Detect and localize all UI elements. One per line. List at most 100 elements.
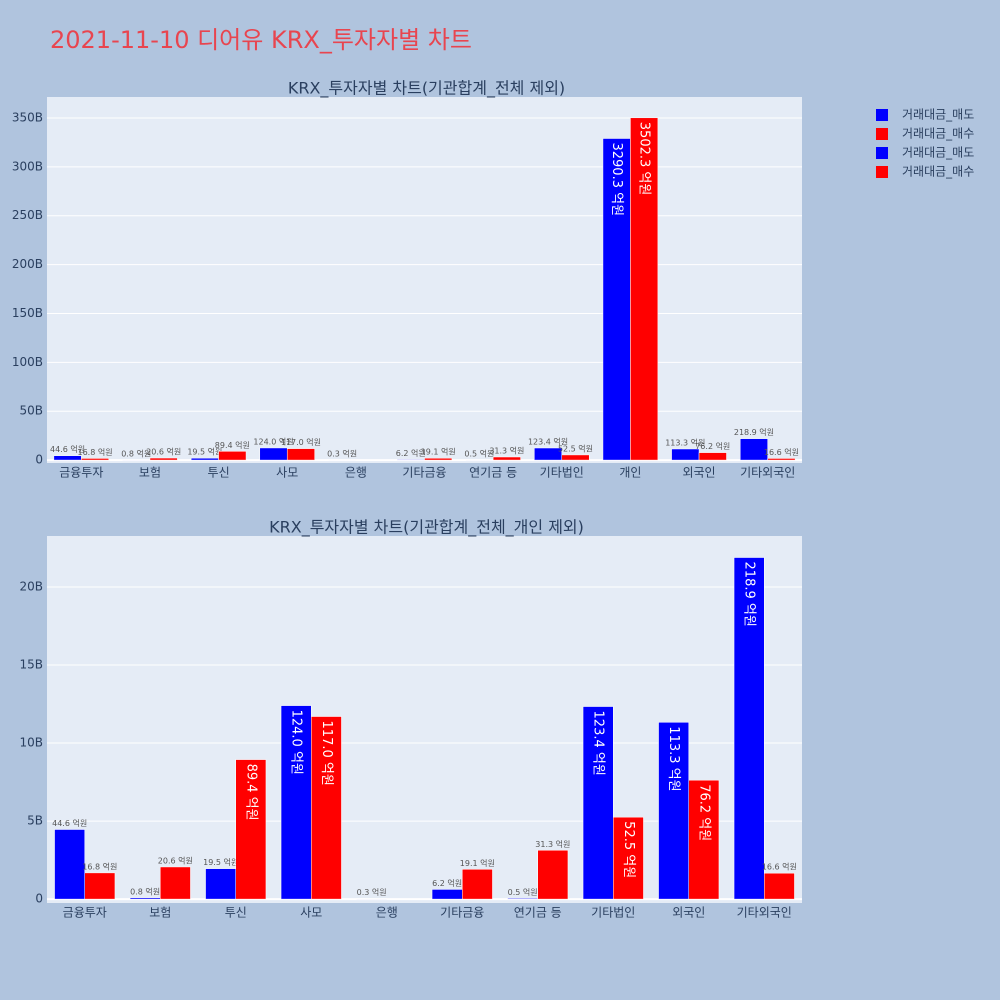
y-tick-label: 300B <box>12 159 43 173</box>
x-tick-label: 사모 <box>300 906 322 920</box>
bar <box>396 459 425 461</box>
plot-area <box>47 97 802 463</box>
x-tick-label: 외국인 <box>682 466 715 480</box>
x-tick-label: 기타법인 <box>591 906 635 920</box>
bar <box>688 779 720 900</box>
bar <box>733 557 765 900</box>
legend-marker <box>876 109 888 121</box>
data-label: 0.3 억원 <box>327 449 357 459</box>
x-tick-label: 개인 <box>619 466 641 480</box>
y-tick-label: 150B <box>12 306 43 320</box>
y-tick-label: 15B <box>19 658 43 672</box>
bar <box>764 872 795 900</box>
bar <box>739 438 768 461</box>
bar <box>129 897 161 900</box>
legend-marker <box>876 147 888 159</box>
bar <box>280 705 312 900</box>
bar <box>424 457 453 461</box>
data-label: 123.4 억원 <box>591 711 606 776</box>
bar <box>54 829 85 900</box>
data-label: 20.6 억원 <box>146 447 181 457</box>
x-tick-label: 기타금융 <box>440 906 484 920</box>
legend-label: 거래대금_매도 <box>902 146 974 160</box>
data-label: 19.5 억원 <box>187 447 222 457</box>
data-label: 117.0 억원 <box>319 721 334 786</box>
data-label: 3502.3 억원 <box>637 122 652 196</box>
x-tick-label: 금융투자 <box>63 906 107 920</box>
bar <box>205 868 237 900</box>
bar <box>149 457 178 461</box>
bar <box>462 869 493 900</box>
bar <box>81 458 110 461</box>
data-label: 44.6 억원 <box>50 444 85 454</box>
data-label: 218.9 억원 <box>742 562 757 627</box>
bar <box>534 447 563 461</box>
bar <box>613 816 644 900</box>
bar <box>767 458 796 461</box>
data-label: 44.6 억원 <box>52 818 87 828</box>
x-tick-label: 보험 <box>149 906 171 920</box>
x-tick-label: 기타외국인 <box>737 906 792 920</box>
y-tick-label: 0 <box>35 892 43 906</box>
data-label: 31.3 억원 <box>489 446 524 456</box>
bar <box>259 447 288 461</box>
page-title: 2021-11-10 디어유 KRX_투자자별 차트 <box>50 26 472 54</box>
y-tick-label: 250B <box>12 208 43 222</box>
data-label: 117.0 억원 <box>281 437 321 447</box>
bar <box>507 898 538 900</box>
x-tick-label: 은행 <box>376 905 398 920</box>
data-label: 89.4 억원 <box>215 440 250 450</box>
data-label: 0.5 억원 <box>464 449 494 459</box>
y-tick-label: 200B <box>12 257 43 271</box>
data-label: 89.4 억원 <box>243 764 258 821</box>
data-label: 19.1 억원 <box>421 447 456 457</box>
legend-label: 거래대금_매수 <box>902 127 974 141</box>
x-tick-label: 금융투자 <box>59 466 103 480</box>
data-label: 0.8 억원 <box>130 886 160 896</box>
chart-title: KRX_투자자별 차트(기관합계_전체 제외) <box>288 79 565 99</box>
data-label: 124.0 억원 <box>253 436 293 446</box>
data-label: 19.5 억원 <box>203 857 238 867</box>
data-label: 19.1 억원 <box>460 858 495 868</box>
y-tick-label: 5B <box>27 814 43 828</box>
bar <box>492 456 521 461</box>
bar <box>561 454 590 461</box>
data-label: 20.6 억원 <box>158 855 193 865</box>
legend-marker <box>876 166 888 178</box>
y-tick-label: 10B <box>19 736 43 750</box>
data-label: 0.3 억원 <box>357 887 387 897</box>
data-label: 16.6 억원 <box>762 862 797 872</box>
legend-label: 거래대금_매도 <box>902 108 974 122</box>
bar <box>190 457 219 461</box>
x-tick-label: 연기금 등 <box>469 466 517 480</box>
data-label: 123.4 억원 <box>528 437 568 447</box>
bar <box>582 706 614 900</box>
x-tick-label: 기타법인 <box>540 466 584 480</box>
data-label: 16.6 억원 <box>764 447 799 457</box>
y-tick-label: 50B <box>19 404 43 418</box>
x-tick-label: 연기금 등 <box>514 906 562 920</box>
y-tick-label: 100B <box>12 355 43 369</box>
data-label: 76.2 억원 <box>695 441 730 451</box>
bar <box>53 455 82 461</box>
data-label: 113.3 억원 <box>665 437 705 447</box>
data-label: 3290.3 억원 <box>609 143 624 217</box>
data-label: 31.3 억원 <box>535 839 570 849</box>
data-label: 76.2 억원 <box>696 784 711 841</box>
x-tick-label: 사모 <box>276 466 298 480</box>
data-label: 16.8 억원 <box>78 447 113 457</box>
x-tick-label: 은행 <box>345 465 367 480</box>
bar <box>630 117 659 461</box>
data-label: 218.9 억원 <box>734 427 774 437</box>
legend-label: 거래대금_매수 <box>902 165 974 179</box>
data-label: 124.0 억원 <box>289 710 304 775</box>
data-label: 0.8 억원 <box>121 448 151 458</box>
bar <box>235 759 267 900</box>
bar <box>537 850 569 900</box>
bar <box>311 716 342 900</box>
x-tick-label: 투신 <box>225 906 247 920</box>
data-label: 6.2 억원 <box>396 448 426 458</box>
data-label: 52.5 억원 <box>621 821 636 878</box>
bar <box>286 448 315 461</box>
